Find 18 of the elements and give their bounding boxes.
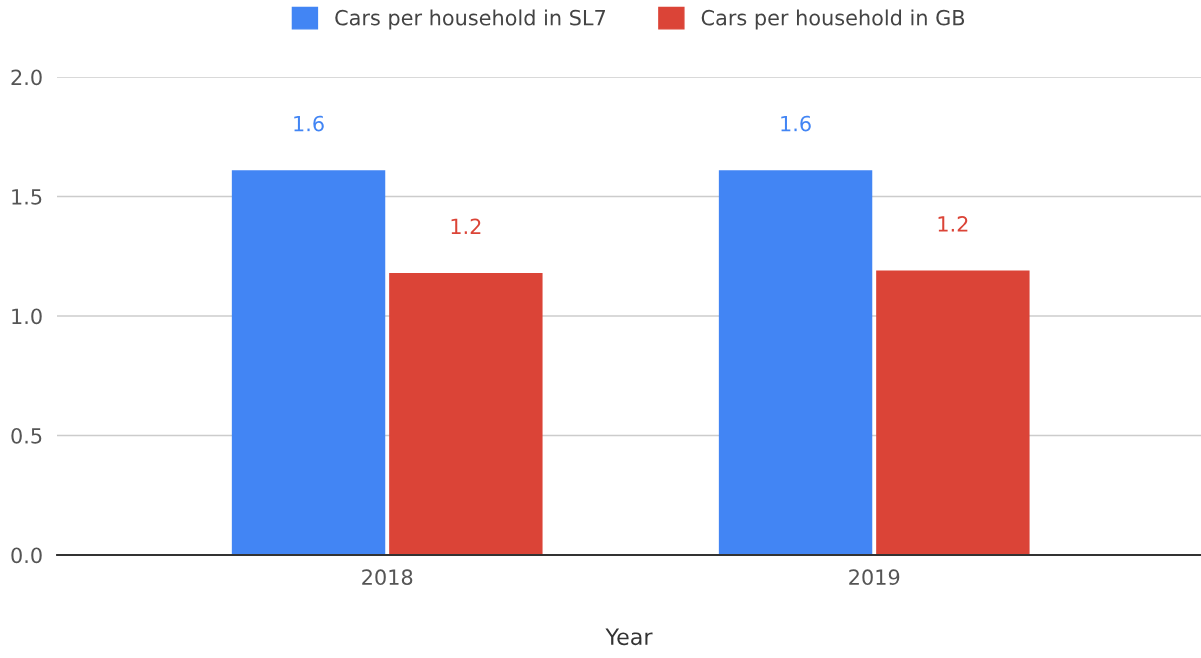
y-tick-label: 2.0: [11, 69, 42, 86]
data-label: 1.2: [451, 218, 481, 234]
x-tick-label: 2018: [362, 569, 413, 586]
data-label: 1.2: [938, 216, 968, 232]
legend-label: Cars per household in GB: [701, 9, 965, 30]
data-label: 1.6: [294, 115, 324, 132]
data-label: 1.6: [781, 115, 811, 132]
bar: [718, 170, 873, 555]
legend-label: Cars per household in SL7: [335, 9, 605, 30]
y-tick-label: 0.5: [11, 427, 42, 444]
x-tick-label: 2019: [849, 569, 900, 586]
y-tick-label: 1.5: [12, 189, 42, 205]
y-tick-label: 0.0: [11, 547, 42, 564]
bar: [876, 270, 1030, 555]
bar: [231, 170, 386, 555]
bar: [389, 272, 543, 555]
y-tick-label: 1.0: [12, 308, 42, 325]
x-axis-title: Year: [605, 628, 653, 646]
